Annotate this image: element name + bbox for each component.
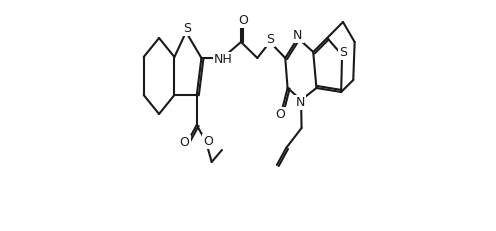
Text: S: S	[183, 22, 191, 36]
Text: N: N	[293, 29, 303, 42]
Text: O: O	[275, 108, 285, 121]
Text: S: S	[266, 33, 274, 46]
Text: O: O	[180, 136, 189, 149]
Text: S: S	[339, 46, 347, 59]
Text: N: N	[295, 96, 305, 109]
Text: O: O	[203, 135, 213, 148]
Text: NH: NH	[214, 53, 233, 66]
Text: O: O	[239, 14, 248, 27]
